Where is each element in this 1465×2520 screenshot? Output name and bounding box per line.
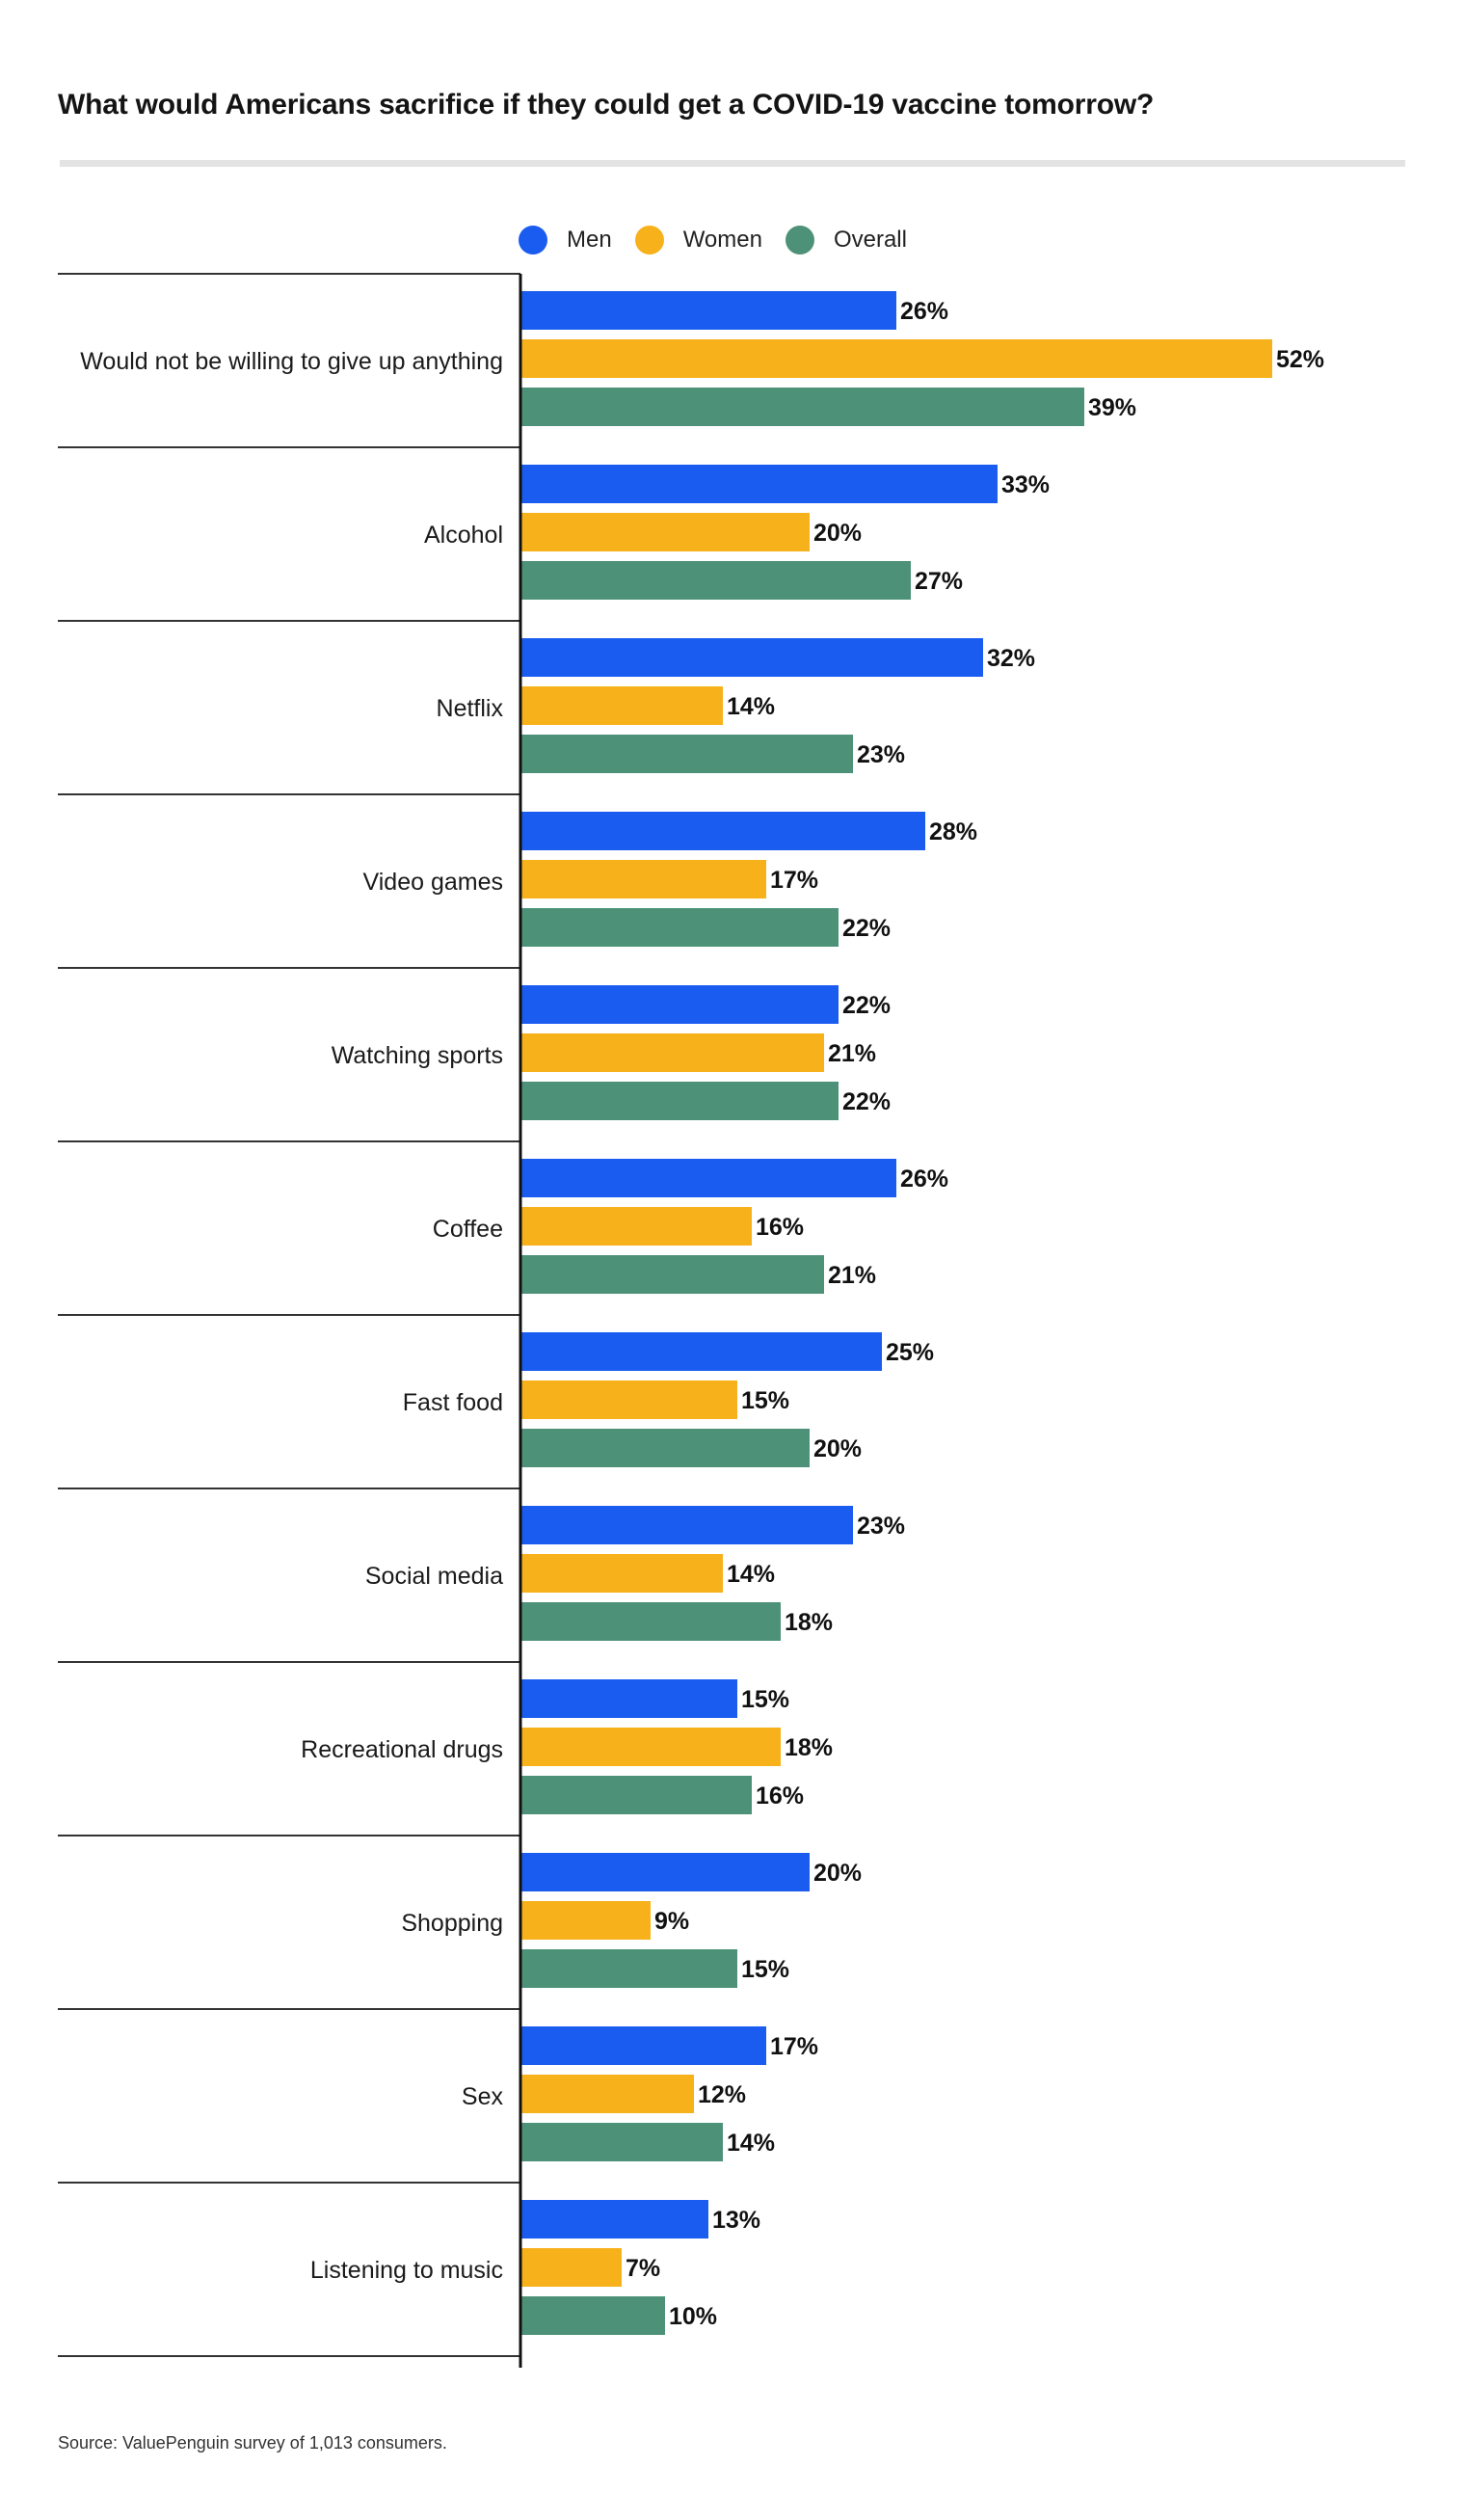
value-label-overall: 14%	[727, 2130, 775, 2157]
value-label-overall: 10%	[669, 2303, 717, 2330]
value-label-overall: 20%	[813, 1435, 862, 1462]
category-label-watching-sports: Watching sports	[332, 1042, 503, 1069]
legend: Men Women Overall	[519, 226, 930, 255]
value-label-women: 21%	[828, 1040, 876, 1067]
bar-overall	[520, 2123, 723, 2161]
value-label-women: 12%	[698, 2081, 746, 2108]
category-label-netflix: Netflix	[437, 695, 504, 722]
bar-men	[520, 2200, 708, 2239]
value-label-men: 25%	[886, 1339, 934, 1366]
value-label-overall: 39%	[1088, 394, 1136, 421]
legend-swatch-men	[519, 226, 547, 255]
value-label-overall: 16%	[756, 1783, 804, 1810]
value-label-men: 13%	[712, 2207, 760, 2234]
bar-overall	[520, 735, 853, 773]
value-label-women: 7%	[626, 2255, 660, 2282]
value-label-men: 20%	[813, 1860, 862, 1887]
bar-men	[520, 2026, 766, 2065]
bar-overall	[520, 2296, 665, 2335]
value-label-women: 9%	[654, 1908, 689, 1935]
chart-title: What would Americans sacrifice if they c…	[58, 89, 1155, 121]
title-divider	[60, 160, 1405, 167]
category-label-recreational-drugs: Recreational drugs	[301, 1736, 503, 1763]
bar-men	[520, 1679, 737, 1718]
value-label-men: 26%	[900, 1166, 948, 1193]
bar-men	[520, 638, 983, 677]
value-label-women: 17%	[770, 867, 818, 894]
bar-overall	[520, 1082, 839, 1120]
bar-women	[520, 339, 1272, 378]
bar-women	[520, 2075, 694, 2113]
bar-women	[520, 1554, 723, 1593]
category-label-listening-to-music: Listening to music	[310, 2257, 503, 2284]
bar-men	[520, 1332, 882, 1371]
value-label-overall: 22%	[842, 1088, 891, 1115]
value-label-men: 17%	[770, 2033, 818, 2060]
value-label-men: 26%	[900, 298, 948, 325]
bar-women	[520, 1207, 752, 1246]
bar-overall	[520, 1949, 737, 1988]
value-label-men: 22%	[842, 992, 891, 1019]
bar-overall	[520, 1429, 810, 1467]
legend-item-women: Women	[634, 226, 762, 255]
bar-men	[520, 812, 925, 850]
bar-men	[520, 985, 839, 1024]
category-label-social-media: Social media	[365, 1563, 503, 1590]
category-label-alcohol: Alcohol	[424, 522, 503, 549]
legend-item-men: Men	[519, 226, 612, 255]
category-label-sex: Sex	[462, 2083, 504, 2110]
value-label-women: 52%	[1276, 346, 1324, 373]
legend-label-overall: Overall	[833, 227, 907, 253]
bar-overall	[520, 561, 911, 600]
bar-women	[520, 1381, 737, 1419]
category-label-coffee: Coffee	[433, 1216, 503, 1243]
value-label-overall: 22%	[842, 915, 891, 942]
bar-women	[520, 1901, 651, 1940]
value-label-overall: 23%	[857, 741, 905, 768]
bar-men	[520, 465, 998, 503]
bar-overall	[520, 1776, 752, 1814]
value-label-overall: 15%	[741, 1956, 789, 1983]
bar-men	[520, 1506, 853, 1544]
bar-overall	[520, 908, 839, 947]
legend-label-women: Women	[682, 227, 762, 253]
bar-men	[520, 1159, 896, 1197]
value-label-men: 23%	[857, 1513, 905, 1540]
value-label-men: 33%	[1001, 471, 1050, 498]
legend-label-men: Men	[567, 227, 612, 253]
category-label-fast-food: Fast food	[403, 1389, 503, 1416]
value-label-women: 14%	[727, 1561, 775, 1588]
legend-swatch-overall	[785, 226, 814, 255]
value-label-overall: 21%	[828, 1262, 876, 1289]
bar-women	[520, 513, 810, 551]
bar-women	[520, 1728, 781, 1766]
source-note: Source: ValuePenguin survey of 1,013 con…	[58, 2433, 447, 2453]
bar-overall	[520, 1602, 781, 1641]
value-label-overall: 18%	[785, 1609, 833, 1636]
bar-women	[520, 1033, 824, 1072]
bar-women	[520, 686, 723, 725]
category-label-shopping: Shopping	[401, 1910, 503, 1937]
category-label-video-games: Video games	[363, 869, 503, 896]
value-label-women: 15%	[741, 1387, 789, 1414]
value-label-men: 32%	[987, 645, 1035, 672]
value-label-women: 16%	[756, 1214, 804, 1241]
legend-swatch-women	[634, 226, 664, 255]
bar-overall	[520, 388, 1084, 426]
legend-item-overall: Overall	[785, 226, 907, 255]
bar-women	[520, 2248, 622, 2287]
value-label-women: 14%	[727, 693, 775, 720]
bar-overall	[520, 1255, 824, 1294]
bar-men	[520, 1853, 810, 1891]
bar-men	[520, 291, 896, 330]
value-label-women: 18%	[785, 1734, 833, 1761]
bar-women	[520, 860, 766, 898]
value-label-men: 28%	[929, 818, 977, 845]
value-label-overall: 27%	[915, 568, 963, 595]
category-label-would-not-be-willing-to-give-up-anything: Would not be willing to give up anything	[80, 348, 503, 375]
value-label-women: 20%	[813, 520, 862, 547]
value-label-men: 15%	[741, 1686, 789, 1713]
